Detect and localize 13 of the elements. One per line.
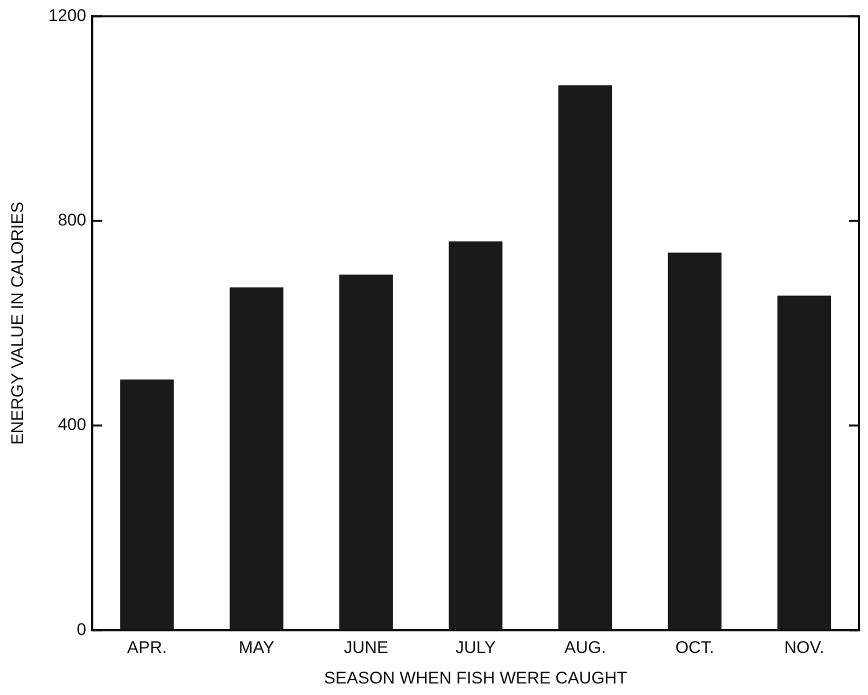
x-tick-label: MAY (238, 638, 274, 658)
x-tick-label: AUG. (564, 638, 606, 658)
x-tick-label: OCT. (675, 638, 714, 658)
y-tick-label: 1200 (48, 6, 86, 25)
y-axis-title: ENERGY VALUE IN CALORIES (8, 202, 27, 445)
x-tick-label: JULY (455, 638, 496, 658)
y-tick-label: 0 (76, 620, 86, 639)
y-tick-label: 400 (58, 415, 86, 434)
x-tick-label: NOV. (784, 638, 824, 658)
y-tick-label: 800 (58, 210, 86, 230)
x-tick-label: JUNE (344, 638, 388, 658)
x-tick-label: APR. (127, 638, 167, 658)
x-axis-title: SEASON WHEN FISH WERE CAUGHT (324, 668, 628, 688)
